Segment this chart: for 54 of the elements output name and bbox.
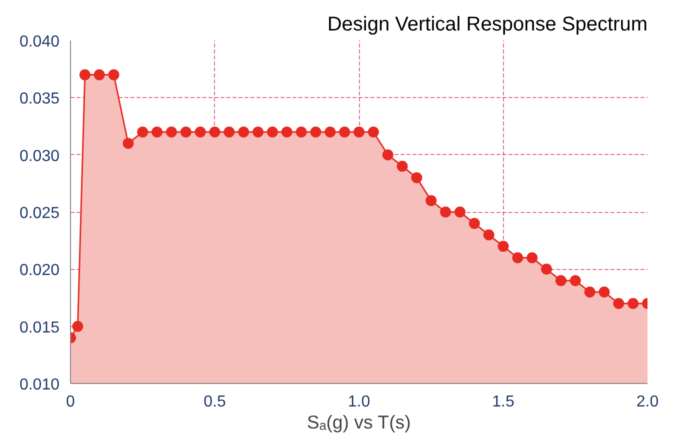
- point: [224, 126, 235, 138]
- y-tick-label: 0.035: [19, 90, 60, 108]
- y-tick-label: 0.040: [19, 34, 60, 50]
- point: [339, 126, 350, 138]
- point: [440, 206, 452, 218]
- point: [137, 126, 148, 138]
- point: [94, 69, 105, 80]
- x-tick-label: 0: [66, 394, 76, 410]
- point: [122, 138, 134, 149]
- point: [324, 126, 336, 138]
- point: [194, 126, 206, 138]
- point: [468, 218, 480, 229]
- point: [296, 126, 307, 138]
- point: [411, 172, 422, 184]
- point: [498, 240, 509, 252]
- point: [454, 206, 466, 218]
- point: [281, 126, 292, 138]
- point: [79, 69, 90, 80]
- point: [382, 149, 394, 160]
- x-axis-title: Sₐ(g) vs T(s): [306, 412, 411, 432]
- point: [108, 69, 120, 80]
- x-tick-label: 1.0: [348, 394, 370, 410]
- point: [483, 229, 494, 240]
- point: [628, 298, 639, 309]
- point: [354, 126, 364, 138]
- point: [252, 126, 264, 138]
- point: [598, 286, 610, 298]
- chart-title: Design Vertical Response Spectrum: [327, 14, 648, 36]
- y-tick-label: 0.015: [19, 319, 60, 336]
- x-tick-label: 2.0: [636, 394, 659, 410]
- point: [526, 252, 538, 264]
- point: [541, 264, 552, 275]
- point: [180, 126, 192, 138]
- point: [368, 126, 379, 138]
- point: [512, 252, 524, 264]
- point: [166, 126, 177, 138]
- point: [613, 298, 624, 309]
- point: [426, 195, 437, 206]
- point: [209, 126, 220, 138]
- y-tick-label: 0.025: [19, 205, 60, 222]
- point: [152, 126, 163, 138]
- point: [238, 126, 250, 138]
- point: [310, 126, 322, 138]
- point: [396, 160, 408, 172]
- y-tick-label: 0.030: [19, 148, 60, 165]
- y-tick-label: 0.020: [19, 262, 60, 280]
- point: [570, 275, 581, 286]
- point: [72, 320, 84, 332]
- point: [555, 275, 566, 286]
- y-tick-label: 0.010: [19, 376, 60, 394]
- point: [584, 286, 596, 298]
- x-tick-label: 1.5: [492, 394, 514, 410]
- x-tick-label: 0.5: [204, 394, 226, 410]
- point: [266, 126, 278, 138]
